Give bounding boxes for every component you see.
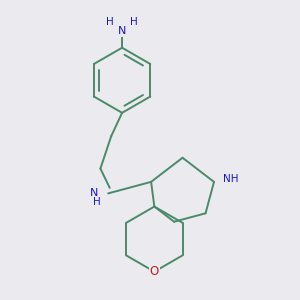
Text: N: N <box>90 188 98 198</box>
Text: N: N <box>118 26 126 36</box>
Text: H: H <box>92 197 100 207</box>
Text: H: H <box>106 17 114 27</box>
Text: H: H <box>130 17 138 27</box>
Text: O: O <box>150 265 159 278</box>
Text: NH: NH <box>223 174 238 184</box>
